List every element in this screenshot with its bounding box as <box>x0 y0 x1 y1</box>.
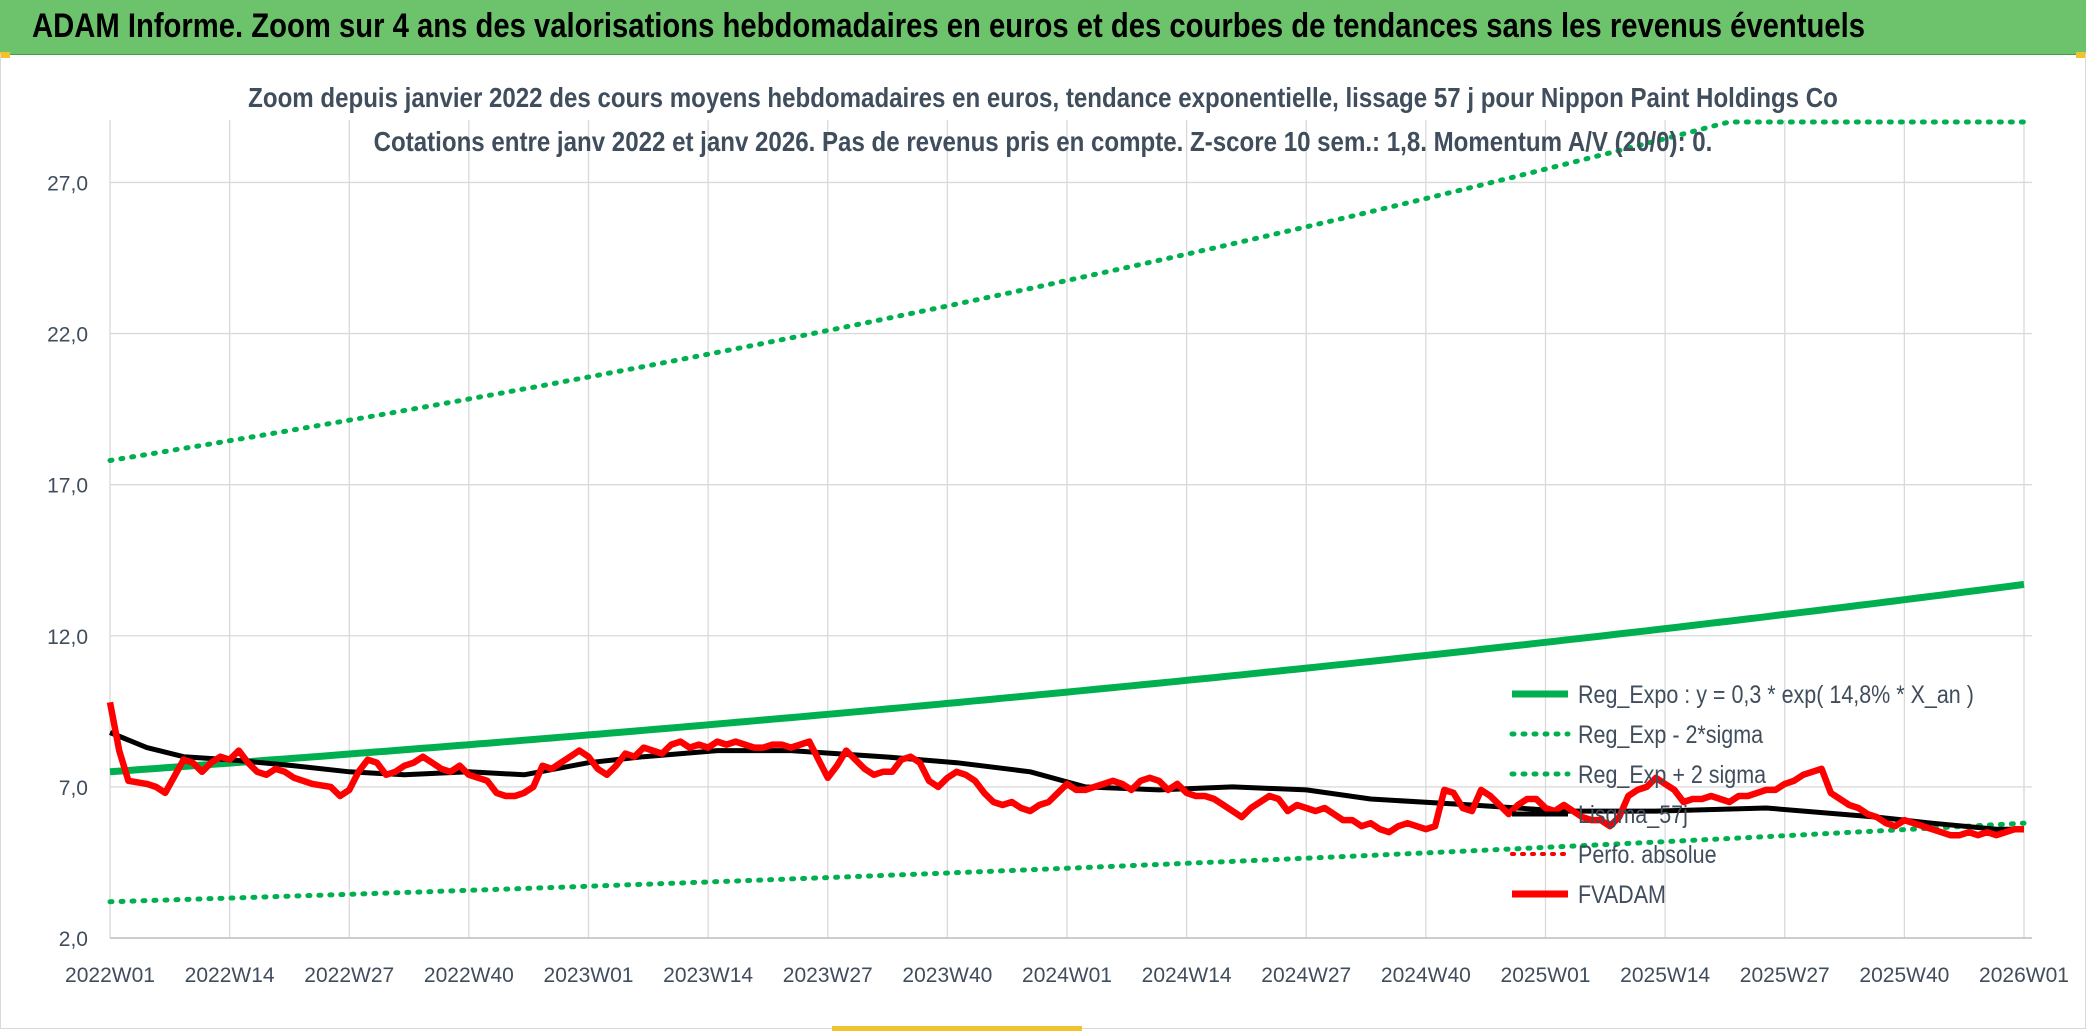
series-lower-band <box>107 820 2027 905</box>
series-smoothing <box>109 730 2024 832</box>
series-exp-trend <box>109 580 2025 776</box>
x-tick-label: 2022W40 <box>424 964 514 987</box>
series-price <box>106 701 2024 839</box>
chart-title: Zoom depuis janvier 2022 des cours moyen… <box>248 82 1838 113</box>
legend-label: FVADAM <box>1578 880 1666 908</box>
legend-label: Lisgma_57j <box>1578 800 1688 828</box>
x-tick-label: 2026W01 <box>1979 964 2069 987</box>
x-tick-label: 2023W27 <box>783 964 873 987</box>
x-axis-ticks: 2022W01 2022W14 2022W27 2022W40 2023W01 2023W… <box>65 964 2069 987</box>
x-tick-label: 2025W14 <box>1620 964 1710 987</box>
legend-label: Reg_Exp - 2*sigma <box>1578 720 1763 748</box>
x-tick-label: 2025W27 <box>1740 964 1830 987</box>
legend-label: Reg_Exp + 2 sigma <box>1578 760 1766 788</box>
legend-label: Perfo. absolue <box>1578 840 1717 868</box>
corner-accent-right <box>2076 52 2086 58</box>
x-tick-label: 2024W27 <box>1261 964 1351 987</box>
y-tick-label: 12,0 <box>47 626 88 649</box>
x-tick-label: 2023W40 <box>902 964 992 987</box>
legend-label: Reg_Expo : y = 0,3 * exp( 14,8% * X_an ) <box>1578 680 1974 708</box>
series-upper-band <box>107 119 2027 463</box>
x-tick-label: 2025W01 <box>1501 964 1591 987</box>
y-axis-ticks: 2,0 7,0 12,0 17,0 22,0 27,0 <box>47 172 88 951</box>
y-tick-label: 7,0 <box>59 777 88 800</box>
y-tick-label: 22,0 <box>47 324 88 347</box>
grid-lines <box>109 120 2032 939</box>
x-tick-label: 2023W14 <box>663 964 753 987</box>
y-tick-label: 17,0 <box>47 475 88 498</box>
x-tick-label: 2024W40 <box>1381 964 1471 987</box>
y-tick-label: 27,0 <box>47 172 88 195</box>
report-title: ADAM Informe. Zoom sur 4 ans des valoris… <box>32 7 1865 45</box>
chart-subtitle: Cotations entre janv 2022 et janv 2026. … <box>373 126 1713 157</box>
chart-legend: Reg_Expo : y = 0,3 * exp( 14,8% * X_an )… <box>1509 680 1974 908</box>
bottom-accent <box>832 1026 1082 1031</box>
x-tick-label: 2024W14 <box>1142 964 1232 987</box>
y-tick-label: 2,0 <box>59 928 88 951</box>
x-tick-label: 2025W40 <box>1859 964 1949 987</box>
x-tick-label: 2024W01 <box>1022 964 1112 987</box>
x-tick-label: 2022W01 <box>65 964 155 987</box>
x-tick-label: 2023W01 <box>544 964 634 987</box>
x-tick-label: 2022W14 <box>185 964 275 987</box>
series-lines <box>106 119 2027 905</box>
report-banner: ADAM Informe. Zoom sur 4 ans des valoris… <box>0 0 2086 55</box>
corner-accent-left <box>0 52 10 58</box>
x-tick-label: 2022W27 <box>304 964 394 987</box>
